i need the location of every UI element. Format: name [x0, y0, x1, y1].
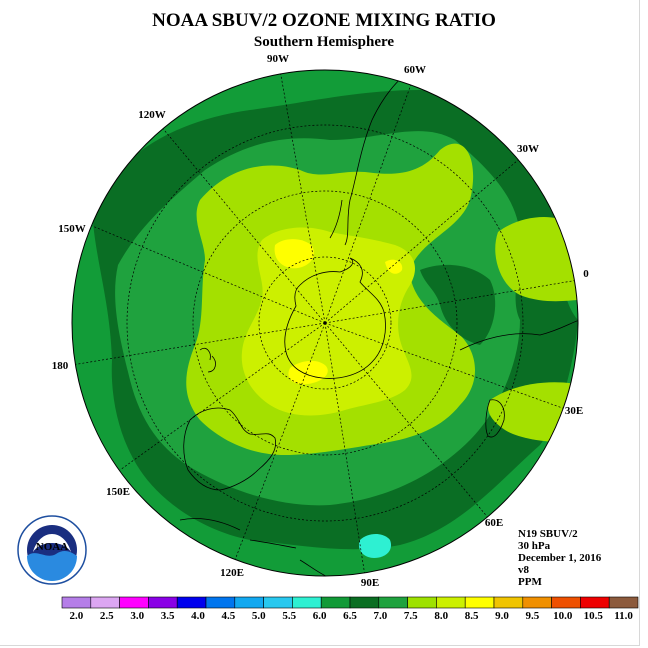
colorbar-tick-label: 10.0 [553, 610, 573, 622]
lon-label-90w: 90W [267, 53, 289, 65]
colorbar-swatch [205, 596, 236, 609]
colorbar-tick-label: 7.5 [404, 610, 418, 622]
info-block: N19 SBUV/2 30 hPa December 1, 2016 v8 PP… [518, 528, 602, 588]
colorbar-swatch [522, 596, 552, 609]
new-zealand-coastline [199, 347, 216, 373]
colorbar-tick-label: 3.5 [161, 610, 175, 622]
colorbar-swatch [608, 596, 639, 609]
noaa-logo: NOAA [17, 515, 87, 585]
colorbar-tick-label: 8.5 [465, 610, 479, 622]
map-title: NOAA SBUV/2 OZONE MIXING RATIO [152, 10, 496, 31]
colorbar-swatch [292, 596, 322, 609]
colorbar-swatch [263, 596, 293, 609]
lon-label-150e: 150E [106, 486, 130, 498]
map-subtitle: Southern Hemisphere [254, 34, 394, 50]
colorbar-tick-label: 7.0 [374, 610, 388, 622]
contour-7-5-east [495, 217, 578, 302]
colorbar-tick-label: 4.0 [191, 610, 205, 622]
colorbar-swatch [148, 596, 178, 609]
colorbar-swatch [349, 596, 380, 609]
map-boundary [71, 69, 579, 577]
colorbar: 2.0 2.5 3.0 3.5 4.0 4.5 5.0 5.5 6.0 6.5 7.0 7.5 8.0 8… [61, 596, 639, 622]
madagascar-coastline [485, 399, 505, 438]
south-america-coastline [329, 70, 411, 246]
colorbar-swatch [119, 596, 149, 609]
colorbar-swatch [61, 596, 92, 609]
colorbar-tick-label: 2.5 [100, 610, 114, 622]
contour-8-5-b [288, 360, 328, 385]
longitude-labels: 90W 60W 30W 0 30E 60E 90E 120E 150E 180 … [52, 53, 590, 589]
polar-disk [72, 70, 578, 576]
noaa-logo-text: NOAA [36, 541, 68, 553]
lon-label-150w: 150W [58, 223, 86, 235]
contour-8-5-a [274, 239, 315, 269]
lon-label-60e: 60E [485, 517, 503, 529]
info-version: v8 [518, 564, 530, 576]
lon-label-120w: 120W [138, 109, 166, 121]
colorbar-tick-label: 6.5 [343, 610, 357, 622]
indonesia-coastline [179, 518, 331, 576]
lon-label-180: 180 [52, 360, 69, 372]
antarctica-coastline [284, 257, 386, 379]
contour-5-5 [358, 534, 392, 558]
colorbar-tick-label: 8.0 [434, 610, 448, 622]
colorbar-tick-label: 10.5 [584, 610, 604, 622]
colorbar-swatch [464, 596, 495, 609]
colorbar-swatch [493, 596, 524, 609]
info-satellite: N19 SBUV/2 [518, 528, 578, 540]
colorbar-tick-label: 2.0 [70, 610, 84, 622]
colorbar-swatch [90, 596, 120, 609]
info-units: PPM [518, 576, 542, 588]
lon-label-0: 0 [583, 268, 589, 280]
colorbar-swatch [436, 596, 466, 609]
lon-label-90e: 90E [361, 577, 379, 589]
colorbar-tick-label: 9.0 [495, 610, 509, 622]
africa-coastline [459, 319, 578, 351]
colorbar-swatch [407, 596, 437, 609]
colorbar-swatch [176, 596, 207, 609]
colorbar-swatch [378, 596, 408, 609]
lon-label-30e: 30E [565, 405, 583, 417]
colorbar-tick-label: 11.0 [614, 610, 633, 622]
coastlines [179, 70, 578, 576]
colorbar-tick-label: 9.5 [526, 610, 540, 622]
colorbar-tick-label: 4.5 [222, 610, 236, 622]
colorbar-tick-label: 6.0 [313, 610, 327, 622]
graticule [72, 70, 578, 576]
lon-label-120e: 120E [220, 567, 244, 579]
info-pressure: 30 hPa [518, 540, 551, 552]
contour-8-0 [241, 227, 415, 416]
colorbar-swatch [320, 596, 351, 609]
colorbar-tick-label: 3.0 [130, 610, 144, 622]
colorbar-tick-label: 5.0 [252, 610, 266, 622]
colorbar-swatch [234, 596, 264, 609]
colorbar-tick-label: 5.5 [282, 610, 296, 622]
info-date: December 1, 2016 [518, 552, 602, 564]
lon-label-30w: 30W [517, 143, 539, 155]
colorbar-swatch [551, 596, 581, 609]
contour-8-5-c [385, 259, 403, 274]
contour-6-5-south [420, 264, 496, 345]
australia-coastline [183, 407, 277, 491]
colorbar-swatch [580, 596, 610, 609]
lon-label-60w: 60W [404, 64, 426, 76]
